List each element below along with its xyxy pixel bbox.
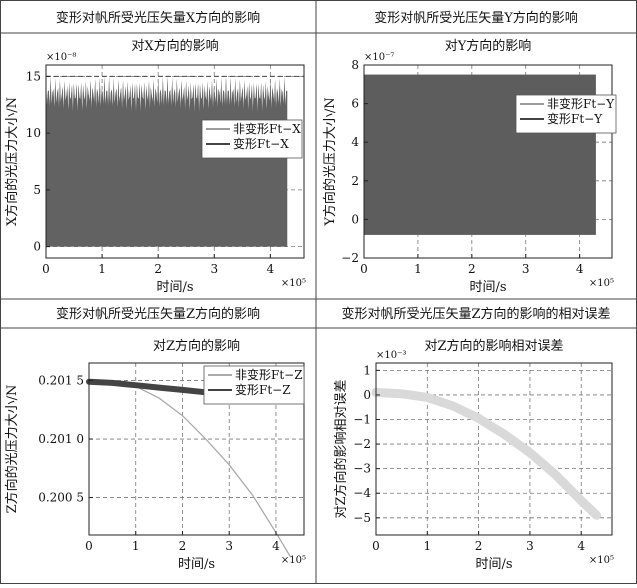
y-tick-label: −1 <box>353 413 371 427</box>
x-tick-label: 3 <box>522 262 530 276</box>
x-exponent: ×10⁵ <box>589 278 614 289</box>
x-tick-label: 2 <box>475 539 483 553</box>
legend-box <box>203 365 305 405</box>
x-tick-label: 3 <box>526 539 534 553</box>
y-tick-label: 4 <box>351 135 359 149</box>
legend-box <box>201 119 303 159</box>
y-axis-label: Z方向的光压力大小/N <box>4 385 20 514</box>
chart-z-direction: 0 1 2 3 4 0.200 5 0.201 0 0.201 5 ×10⁵ 对Z方向的影响时间/… <box>4 338 306 572</box>
panel-header-x: 变形对帆所受光压矢量X方向的影响 <box>56 10 260 26</box>
x-tick-label: 0 <box>85 539 93 553</box>
y-tick-label: 1 <box>363 363 371 377</box>
series-band-1 <box>46 76 288 247</box>
panel-header-zerr: 变形对帆所受光压矢量Z方向的影响的相对误差 <box>341 306 610 322</box>
y-tick-label: −2 <box>341 251 359 265</box>
plot-frame <box>375 362 613 536</box>
y-tick-label: 0.201 0 <box>38 432 84 446</box>
x-exponent: ×10⁵ <box>281 278 306 289</box>
x-tick-label: 2 <box>154 262 162 276</box>
y-exponent: ×10⁻⁸ <box>46 52 76 63</box>
legend-label: 非变形Ft−Y <box>547 96 615 111</box>
legend-label: 变形Ft−X <box>233 136 289 151</box>
panel-header-z: 变形对帆所受光压矢量Z方向的影响 <box>56 306 260 322</box>
legend-label: 变形Ft−Y <box>547 111 603 126</box>
x-axis-label: 时间/s <box>156 280 193 295</box>
x-exponent: ×10⁵ <box>589 555 614 566</box>
y-tick-label: 0 <box>33 240 41 254</box>
plot-frame <box>45 64 305 259</box>
y-tick-label: −3 <box>353 462 371 476</box>
y-tick-label: 0 <box>363 388 371 402</box>
plot-area <box>376 363 612 535</box>
x-axis-label: 时间/s <box>475 557 512 572</box>
x-tick-label: 3 <box>225 539 233 553</box>
series-line-0 <box>371 388 602 520</box>
x-tick-label: 4 <box>577 539 585 553</box>
x-tick-label: 0 <box>372 539 380 553</box>
chart-title: 对Z方向的影响相对误差 <box>424 338 563 354</box>
y-tick-label: −2 <box>353 437 371 451</box>
y-axis-label: 对Z方向的影响相对误差 <box>333 379 349 518</box>
plot-frame <box>88 362 305 536</box>
chart-title: 对Z方向的影响 <box>153 338 240 354</box>
x-axis-label: 时间/s <box>178 557 215 572</box>
chart-title: 对X方向的影响 <box>131 38 218 54</box>
x-tick-label: 4 <box>576 262 584 276</box>
x-tick-label: 3 <box>210 262 218 276</box>
y-tick-label: 8 <box>351 58 359 72</box>
y-tick-label: 0.201 5 <box>38 374 84 388</box>
x-tick-label: 4 <box>272 539 280 553</box>
y-exponent: ×10⁻³ <box>376 350 406 361</box>
legend-label: 非变形Ft−X <box>233 121 301 136</box>
y-exponent: ×10⁻⁷ <box>364 52 394 63</box>
x-tick-label: 1 <box>423 539 431 553</box>
panel-header-y: 变形对帆所受光压矢量Y方向的影响 <box>374 10 578 26</box>
x-tick-label: 2 <box>468 262 476 276</box>
legend-label: 变形Ft−Z <box>235 382 291 397</box>
x-tick-label: 1 <box>98 262 106 276</box>
x-tick-label: 1 <box>132 539 140 553</box>
x-tick-label: 0 <box>42 262 50 276</box>
y-axis-label: Y方向的光压力大小/N <box>322 97 338 226</box>
legend-label: 非变形Ft−Z <box>235 367 303 382</box>
y-axis-label: X方向的光压力大小/N <box>4 97 20 226</box>
y-tick-label: 6 <box>351 97 359 111</box>
x-tick-label: 2 <box>179 539 187 553</box>
y-tick-label: 5 <box>33 183 41 197</box>
x-exponent: ×10⁵ <box>281 555 306 566</box>
y-tick-label: −5 <box>353 511 371 525</box>
y-tick-label: 0.200 5 <box>38 491 84 505</box>
chart-title: 对Y方向的影响 <box>445 38 532 54</box>
x-axis-label: 时间/s <box>469 280 506 295</box>
y-tick-label: 0 <box>351 212 359 226</box>
chart-y-direction: 0 1 2 3 4−202468×10⁵×10⁻⁷对Y方向的影响时间/sY方向的光压力大… <box>322 38 617 295</box>
y-tick-label: 15 <box>26 69 41 83</box>
x-tick-label: 0 <box>360 262 368 276</box>
legend-box <box>515 94 617 134</box>
y-tick-label: −4 <box>353 486 371 500</box>
x-tick-label: 1 <box>414 262 422 276</box>
y-tick-label: 2 <box>351 174 359 188</box>
y-tick-label: 10 <box>26 126 41 140</box>
plot-frame <box>363 64 613 259</box>
chart-z-relative-error: 0 1 2 3 4−5−4−3−2−101×10⁵×10⁻³对Z方向的影响相对误差时间/… <box>333 338 614 572</box>
x-tick-label: 4 <box>267 262 275 276</box>
